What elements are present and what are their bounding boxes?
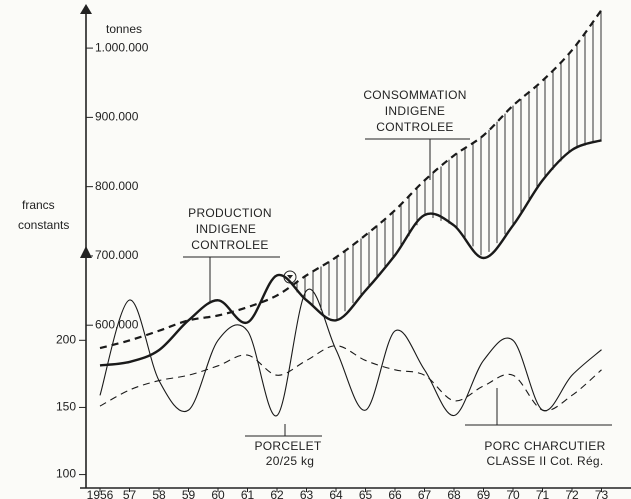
y2-axis-label: constants: [18, 218, 69, 232]
annotation: PORC CHARCUTIER: [484, 439, 605, 453]
x-tick-label: 58: [152, 488, 166, 499]
x-tick-label: 68: [447, 488, 461, 499]
y2-tick-label: 100: [56, 467, 76, 481]
x-tick-label: 1956: [87, 488, 114, 499]
hatching: [296, 10, 602, 320]
y-tick-label: 700.000: [95, 248, 139, 262]
annotation: PORCELET: [254, 439, 321, 453]
x-tick-label: 69: [477, 488, 491, 499]
y-tick-label: 800.000: [95, 179, 139, 193]
annotation: 20/25 kg: [266, 454, 314, 468]
x-tick-label: 65: [359, 488, 373, 499]
y-axis-label: tonnes: [106, 22, 142, 36]
x-tick-label: 72: [565, 488, 579, 499]
annotation: CONTROLEE: [191, 238, 268, 252]
y-tick-label: 1.000.000: [95, 40, 149, 54]
axis-arrow: [80, 246, 92, 258]
series-line: [99, 139, 602, 367]
annotation: CONTROLEE: [376, 120, 453, 134]
x-tick-label: 70: [506, 488, 520, 499]
annotation: INDIGENE: [196, 222, 256, 236]
annotation: PRODUCTION: [188, 206, 272, 220]
x-tick-label: 73: [595, 488, 609, 499]
x-tick-label: 62: [270, 488, 284, 499]
annotation: INDIGENE: [385, 104, 445, 118]
x-tick-label: 57: [123, 488, 137, 499]
x-tick-label: 60: [211, 488, 225, 499]
y-tick-label: 900.000: [95, 110, 139, 124]
annotation: CLASSE II Cot. Rég.: [486, 454, 603, 468]
x-tick-label: 59: [182, 488, 196, 499]
y-tick-label: 600.000: [95, 317, 139, 331]
annotation: CONSOMMATION: [363, 88, 466, 102]
marker-symbol: [287, 275, 293, 279]
y2-tick-label: 150: [56, 400, 76, 414]
x-tick-label: 71: [536, 488, 550, 499]
y2-axis-label: francs: [22, 198, 55, 212]
annotations: PRODUCTION INDIGENE CONTROLEE CONSOMMATI…: [183, 88, 612, 468]
axes: [80, 4, 631, 489]
x-tick-label: 61: [241, 488, 255, 499]
axis-arrow: [80, 4, 92, 14]
x-tick-label: 63: [300, 488, 314, 499]
x-tick-label: 67: [418, 488, 432, 499]
series-line: [99, 288, 602, 417]
series-line: [99, 345, 602, 412]
x-tick-label: 64: [329, 488, 343, 499]
x-tick-label: 66: [388, 488, 402, 499]
series-line: [99, 9, 603, 350]
y2-tick-label: 200: [56, 332, 76, 346]
